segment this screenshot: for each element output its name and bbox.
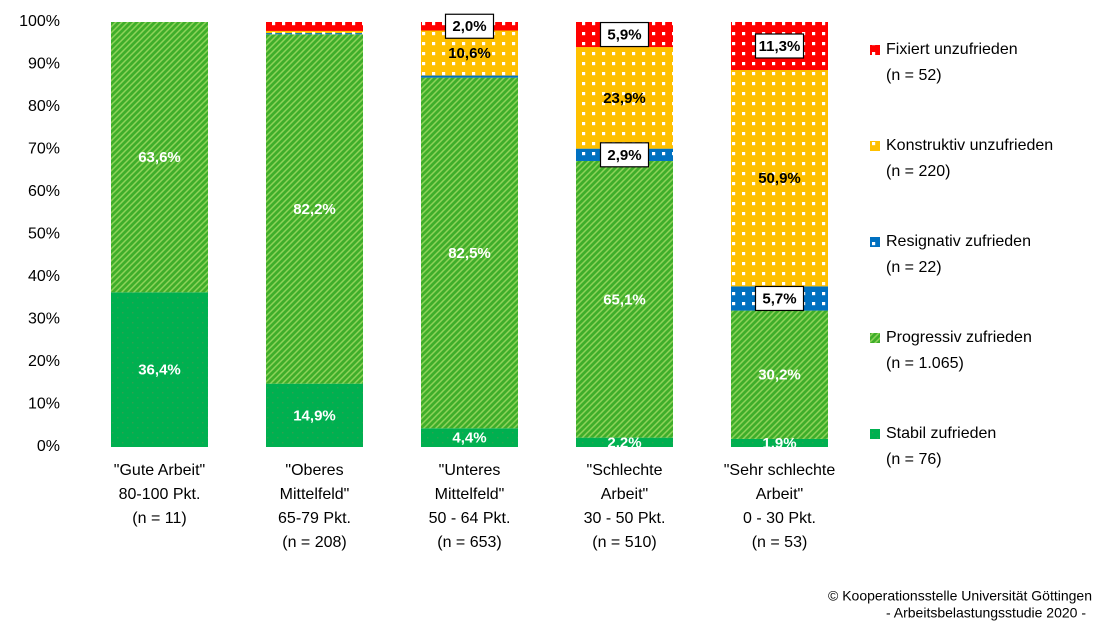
data-label: 5,7% [762, 290, 796, 307]
y-tick-label: 70% [28, 141, 60, 158]
data-label: 23,9% [603, 90, 646, 107]
x-tick-label: "Oberes [285, 462, 343, 479]
legend-label: (n = 76) [886, 451, 942, 468]
y-tick-label: 20% [28, 353, 60, 370]
bar-segment [111, 292, 208, 447]
bar-segment [266, 383, 363, 447]
data-label: 82,2% [293, 201, 336, 218]
bar-segment [576, 437, 673, 447]
x-tick-label: 65-79 Pkt. [278, 510, 351, 527]
data-label: 4,4% [452, 430, 486, 447]
legend-swatch [870, 141, 880, 151]
bar-segment [576, 47, 673, 149]
y-tick-label: 60% [28, 183, 60, 200]
legend-label: (n = 52) [886, 67, 942, 84]
x-tick-label: Arbeit" [756, 486, 803, 503]
footer-line: © Kooperationsstelle Universität Götting… [828, 588, 1092, 604]
y-tick-label: 10% [28, 396, 60, 413]
x-tick-label: (n = 208) [282, 534, 346, 551]
bar-segment [421, 75, 518, 78]
bar-segment [731, 70, 828, 287]
y-tick-label: 0% [37, 438, 60, 455]
data-label: 63,6% [138, 149, 181, 166]
data-label: 5,9% [607, 27, 641, 44]
label-box [754, 285, 805, 312]
label-box [754, 33, 805, 59]
data-label: 2,0% [452, 18, 486, 35]
data-label: 30,2% [758, 367, 801, 384]
x-tick-label: (n = 53) [752, 534, 808, 551]
legend-label: Stabil zufrieden [886, 425, 996, 442]
data-label: 36,4% [138, 362, 181, 379]
y-tick-label: 80% [28, 98, 60, 115]
data-label: 2,9% [607, 147, 641, 164]
x-tick-label: 0 - 30 Pkt. [743, 510, 816, 527]
x-tick-label: "Sehr schlechte [724, 462, 836, 479]
x-tick-label: Mittelfeld" [435, 486, 505, 503]
data-label: 11,3% [759, 38, 801, 55]
y-tick-label: 100% [19, 13, 60, 30]
data-label: 10,6% [448, 45, 491, 62]
legend-label: Konstruktiv unzufrieden [886, 137, 1053, 154]
x-tick-label: (n = 653) [437, 534, 501, 551]
legend-swatch [870, 45, 880, 55]
y-tick-label: 50% [28, 226, 60, 243]
x-tick-label: "Gute Arbeit" [114, 462, 205, 479]
x-tick-label: (n = 11) [132, 510, 186, 527]
bar-segment [421, 77, 518, 429]
legend-swatch [870, 237, 880, 247]
label-box [599, 142, 650, 168]
data-label: 14,9% [293, 407, 336, 424]
bar-segment [731, 310, 828, 439]
data-label: 82,5% [448, 245, 491, 262]
x-tick-label: 80-100 Pkt. [119, 486, 201, 503]
y-tick-label: 90% [28, 56, 60, 73]
x-tick-label: Mittelfeld" [280, 486, 350, 503]
label-box [444, 13, 495, 39]
label-box [599, 21, 650, 48]
legend-label: Progressiv zufrieden [886, 329, 1032, 346]
data-label: 50,9% [758, 170, 801, 187]
legend-swatch [870, 429, 880, 439]
legend-label: (n = 1.065) [886, 355, 964, 372]
x-tick-label: Arbeit" [601, 486, 648, 503]
x-tick-label: 30 - 50 Pkt. [584, 510, 666, 527]
data-label: 2,2% [607, 434, 641, 451]
x-tick-label: 50 - 64 Pkt. [429, 510, 511, 527]
legend-label: (n = 220) [886, 163, 950, 180]
legend-swatch [870, 333, 880, 343]
bar-segment [266, 22, 363, 31]
y-tick-label: 30% [28, 311, 60, 328]
legend-label: Fixiert unzufrieden [886, 41, 1018, 58]
bar-segment [266, 30, 363, 34]
y-tick-label: 40% [28, 268, 60, 285]
legend-label: (n = 22) [886, 259, 942, 276]
x-tick-label: "Schlechte [587, 462, 663, 479]
x-tick-label: "Unteres [439, 462, 501, 479]
bar-segment [266, 33, 363, 35]
data-label: 1,9% [762, 435, 796, 452]
bar-segment [576, 160, 673, 438]
x-tick-label: (n = 510) [592, 534, 656, 551]
bar-segment [266, 34, 363, 384]
bar-segment [731, 438, 828, 447]
footer-line: - Arbeitsbelastungsstudie 2020 - [886, 605, 1086, 621]
legend-label: Resignativ zufrieden [886, 233, 1031, 250]
data-label: 65,1% [603, 291, 646, 308]
bar-segment [111, 22, 208, 293]
bar-segment [421, 428, 518, 447]
